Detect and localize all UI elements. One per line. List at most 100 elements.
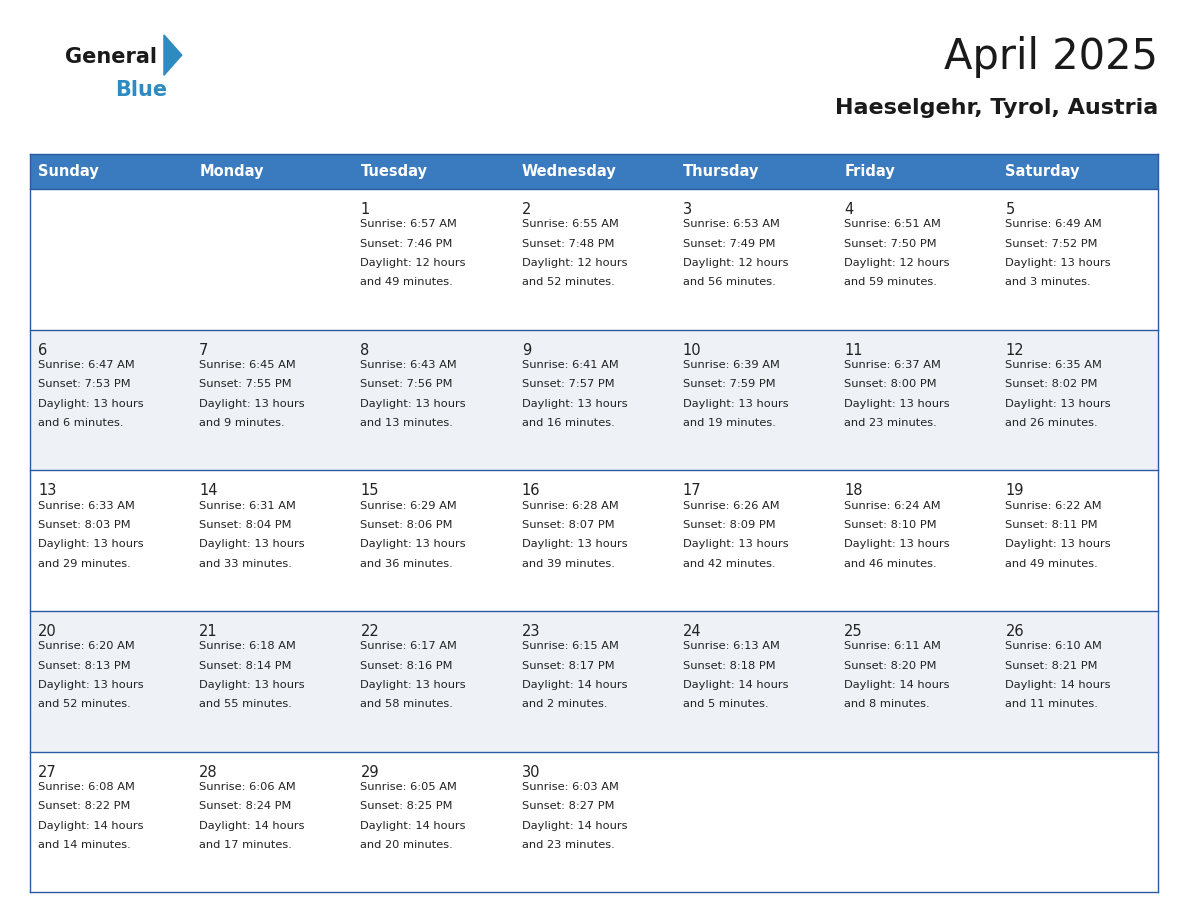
Text: Sunrise: 6:06 AM: Sunrise: 6:06 AM bbox=[200, 782, 296, 792]
Text: Blue: Blue bbox=[115, 80, 168, 100]
Text: April 2025: April 2025 bbox=[944, 36, 1158, 78]
Text: Daylight: 13 hours: Daylight: 13 hours bbox=[522, 398, 627, 409]
Text: 18: 18 bbox=[845, 483, 862, 498]
Text: Sunset: 8:02 PM: Sunset: 8:02 PM bbox=[1005, 379, 1098, 389]
Text: Daylight: 12 hours: Daylight: 12 hours bbox=[522, 258, 627, 268]
Text: and 29 minutes.: and 29 minutes. bbox=[38, 558, 131, 568]
Text: Sunrise: 6:17 AM: Sunrise: 6:17 AM bbox=[360, 642, 457, 651]
Text: Sunrise: 6:18 AM: Sunrise: 6:18 AM bbox=[200, 642, 296, 651]
Text: Sunset: 7:59 PM: Sunset: 7:59 PM bbox=[683, 379, 776, 389]
Text: 20: 20 bbox=[38, 624, 57, 639]
Text: 13: 13 bbox=[38, 483, 56, 498]
Text: Sunrise: 6:55 AM: Sunrise: 6:55 AM bbox=[522, 219, 619, 230]
Text: and 59 minutes.: and 59 minutes. bbox=[845, 277, 937, 287]
Text: and 39 minutes.: and 39 minutes. bbox=[522, 558, 614, 568]
Bar bbox=[836, 154, 997, 189]
Text: and 11 minutes.: and 11 minutes. bbox=[1005, 700, 1098, 709]
Text: Sunset: 8:00 PM: Sunset: 8:00 PM bbox=[845, 379, 937, 389]
Text: Sunset: 8:21 PM: Sunset: 8:21 PM bbox=[1005, 661, 1098, 670]
Text: and 23 minutes.: and 23 minutes. bbox=[522, 840, 614, 850]
Text: and 13 minutes.: and 13 minutes. bbox=[360, 418, 454, 428]
Text: Daylight: 14 hours: Daylight: 14 hours bbox=[845, 680, 949, 689]
Text: 14: 14 bbox=[200, 483, 217, 498]
Text: 23: 23 bbox=[522, 624, 541, 639]
Text: Sunset: 7:48 PM: Sunset: 7:48 PM bbox=[522, 239, 614, 249]
Text: and 8 minutes.: and 8 minutes. bbox=[845, 700, 930, 709]
Text: Daylight: 13 hours: Daylight: 13 hours bbox=[1005, 539, 1111, 549]
Text: Sunset: 8:14 PM: Sunset: 8:14 PM bbox=[200, 661, 292, 670]
Text: Sunrise: 6:26 AM: Sunrise: 6:26 AM bbox=[683, 500, 779, 510]
Bar bbox=[997, 154, 1158, 189]
Text: and 2 minutes.: and 2 minutes. bbox=[522, 700, 607, 709]
Text: and 52 minutes.: and 52 minutes. bbox=[522, 277, 614, 287]
Text: Thursday: Thursday bbox=[683, 164, 759, 179]
Text: and 46 minutes.: and 46 minutes. bbox=[845, 558, 937, 568]
Text: and 26 minutes.: and 26 minutes. bbox=[1005, 418, 1098, 428]
Bar bbox=[675, 154, 836, 189]
Text: Sunset: 7:56 PM: Sunset: 7:56 PM bbox=[360, 379, 453, 389]
Bar bbox=[30, 470, 1158, 611]
Text: and 23 minutes.: and 23 minutes. bbox=[845, 418, 937, 428]
Text: Daylight: 14 hours: Daylight: 14 hours bbox=[522, 680, 627, 689]
Text: Daylight: 13 hours: Daylight: 13 hours bbox=[845, 539, 949, 549]
Text: and 9 minutes.: and 9 minutes. bbox=[200, 418, 285, 428]
Bar bbox=[30, 611, 1158, 752]
Bar bbox=[352, 154, 513, 189]
Text: Daylight: 14 hours: Daylight: 14 hours bbox=[38, 821, 144, 831]
Text: Sunset: 7:52 PM: Sunset: 7:52 PM bbox=[1005, 239, 1098, 249]
Text: Sunrise: 6:43 AM: Sunrise: 6:43 AM bbox=[360, 360, 457, 370]
Text: Daylight: 13 hours: Daylight: 13 hours bbox=[522, 539, 627, 549]
Text: Sunset: 7:50 PM: Sunset: 7:50 PM bbox=[845, 239, 937, 249]
Text: 11: 11 bbox=[845, 342, 862, 358]
Text: Tuesday: Tuesday bbox=[360, 164, 428, 179]
Text: Sunrise: 6:20 AM: Sunrise: 6:20 AM bbox=[38, 642, 134, 651]
Text: Sunrise: 6:22 AM: Sunrise: 6:22 AM bbox=[1005, 500, 1102, 510]
Text: 19: 19 bbox=[1005, 483, 1024, 498]
Bar bbox=[513, 154, 675, 189]
Text: Sunrise: 6:08 AM: Sunrise: 6:08 AM bbox=[38, 782, 135, 792]
Text: Sunrise: 6:53 AM: Sunrise: 6:53 AM bbox=[683, 219, 779, 230]
Text: Sunset: 8:18 PM: Sunset: 8:18 PM bbox=[683, 661, 776, 670]
Text: Haeselgehr, Tyrol, Austria: Haeselgehr, Tyrol, Austria bbox=[835, 98, 1158, 118]
Text: Friday: Friday bbox=[845, 164, 895, 179]
Text: 17: 17 bbox=[683, 483, 702, 498]
Text: and 6 minutes.: and 6 minutes. bbox=[38, 418, 124, 428]
Text: Sunset: 8:25 PM: Sunset: 8:25 PM bbox=[360, 801, 453, 812]
Text: 6: 6 bbox=[38, 342, 48, 358]
Text: Sunset: 8:04 PM: Sunset: 8:04 PM bbox=[200, 520, 292, 530]
Bar bbox=[30, 189, 1158, 330]
Text: 12: 12 bbox=[1005, 342, 1024, 358]
Text: Sunset: 7:55 PM: Sunset: 7:55 PM bbox=[200, 379, 292, 389]
Text: Wednesday: Wednesday bbox=[522, 164, 617, 179]
Text: Daylight: 13 hours: Daylight: 13 hours bbox=[360, 398, 466, 409]
Text: and 17 minutes.: and 17 minutes. bbox=[200, 840, 292, 850]
Text: Sunrise: 6:33 AM: Sunrise: 6:33 AM bbox=[38, 500, 135, 510]
Text: Daylight: 12 hours: Daylight: 12 hours bbox=[360, 258, 466, 268]
Text: Sunset: 8:16 PM: Sunset: 8:16 PM bbox=[360, 661, 453, 670]
Text: Daylight: 12 hours: Daylight: 12 hours bbox=[845, 258, 949, 268]
Text: Sunrise: 6:03 AM: Sunrise: 6:03 AM bbox=[522, 782, 619, 792]
Text: Sunrise: 6:28 AM: Sunrise: 6:28 AM bbox=[522, 500, 619, 510]
Text: Daylight: 14 hours: Daylight: 14 hours bbox=[200, 821, 305, 831]
Text: Sunset: 8:24 PM: Sunset: 8:24 PM bbox=[200, 801, 291, 812]
Text: Sunrise: 6:15 AM: Sunrise: 6:15 AM bbox=[522, 642, 619, 651]
Text: Sunset: 7:46 PM: Sunset: 7:46 PM bbox=[360, 239, 453, 249]
Text: Sunset: 8:11 PM: Sunset: 8:11 PM bbox=[1005, 520, 1098, 530]
Text: and 5 minutes.: and 5 minutes. bbox=[683, 700, 769, 709]
Text: and 56 minutes.: and 56 minutes. bbox=[683, 277, 776, 287]
Text: Daylight: 13 hours: Daylight: 13 hours bbox=[683, 539, 789, 549]
Bar bbox=[30, 330, 1158, 470]
Text: Daylight: 13 hours: Daylight: 13 hours bbox=[200, 539, 305, 549]
Text: and 49 minutes.: and 49 minutes. bbox=[1005, 558, 1098, 568]
Text: Sunset: 8:10 PM: Sunset: 8:10 PM bbox=[845, 520, 937, 530]
Text: Sunset: 8:27 PM: Sunset: 8:27 PM bbox=[522, 801, 614, 812]
Text: 1: 1 bbox=[360, 202, 369, 217]
Text: 29: 29 bbox=[360, 765, 379, 779]
Text: Sunrise: 6:47 AM: Sunrise: 6:47 AM bbox=[38, 360, 134, 370]
Text: Sunset: 7:53 PM: Sunset: 7:53 PM bbox=[38, 379, 131, 389]
Text: Sunset: 8:06 PM: Sunset: 8:06 PM bbox=[360, 520, 453, 530]
Text: Daylight: 13 hours: Daylight: 13 hours bbox=[360, 539, 466, 549]
Text: Sunrise: 6:41 AM: Sunrise: 6:41 AM bbox=[522, 360, 619, 370]
Text: and 14 minutes.: and 14 minutes. bbox=[38, 840, 131, 850]
Text: Daylight: 13 hours: Daylight: 13 hours bbox=[1005, 258, 1111, 268]
